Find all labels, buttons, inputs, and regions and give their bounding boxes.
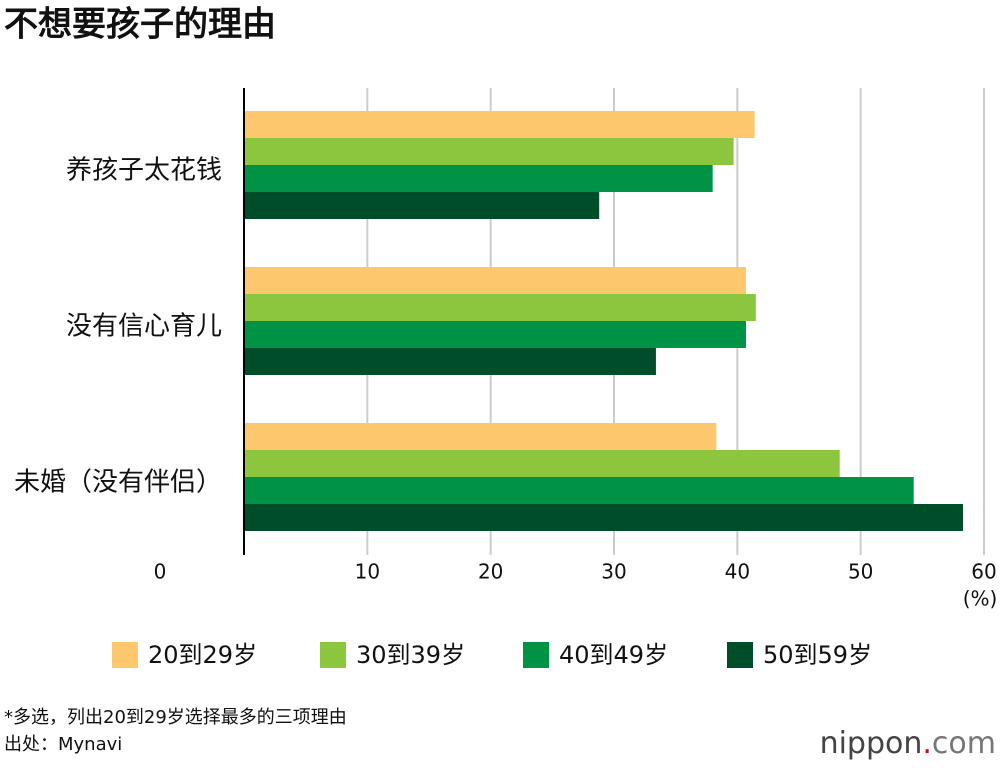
legend-label: 40到49岁 bbox=[559, 641, 668, 669]
legend-label: 20到29岁 bbox=[148, 641, 257, 669]
legend-label: 50到59岁 bbox=[763, 641, 872, 669]
bar bbox=[244, 504, 964, 531]
y-tick-label: 养孩子太花钱 bbox=[66, 156, 222, 186]
x-tick-label: 0 bbox=[154, 560, 167, 584]
source: 出处：Mynavi bbox=[4, 734, 122, 755]
bar bbox=[244, 111, 755, 138]
bar bbox=[244, 138, 734, 165]
logo: nippon.com bbox=[820, 726, 996, 761]
bar bbox=[244, 423, 717, 450]
legend-swatch bbox=[112, 642, 138, 668]
logo-name: nippon bbox=[820, 726, 923, 761]
logo-dot: . bbox=[922, 726, 932, 761]
y-tick-label: 未婚（没有伴侣） bbox=[14, 468, 222, 498]
bar bbox=[244, 165, 713, 192]
legend-label: 30到39岁 bbox=[356, 641, 465, 669]
footnote: *多选，列出20到29岁选择最多的三项理由 bbox=[4, 707, 347, 728]
x-tick-label: 30 bbox=[601, 560, 626, 584]
bar bbox=[244, 267, 746, 294]
x-tick-label: 60 bbox=[971, 560, 996, 584]
x-tick-label: 10 bbox=[355, 560, 380, 584]
legend-swatch bbox=[320, 642, 346, 668]
x-tick-label: 50 bbox=[848, 560, 873, 584]
x-tick-label: 40 bbox=[725, 560, 750, 584]
chart-title: 不想要孩子的理由 bbox=[4, 5, 276, 45]
bar bbox=[244, 294, 756, 321]
logo-domain: com bbox=[932, 726, 996, 761]
legend-swatch bbox=[523, 642, 549, 668]
bar bbox=[244, 321, 746, 348]
y-tick-label: 没有信心育儿 bbox=[66, 312, 222, 342]
bar bbox=[244, 192, 600, 219]
x-unit: (%) bbox=[963, 587, 998, 611]
x-tick-label: 20 bbox=[478, 560, 503, 584]
bar bbox=[244, 477, 914, 504]
bar bbox=[244, 348, 656, 375]
legend-swatch bbox=[727, 642, 753, 668]
bar bbox=[244, 450, 840, 477]
